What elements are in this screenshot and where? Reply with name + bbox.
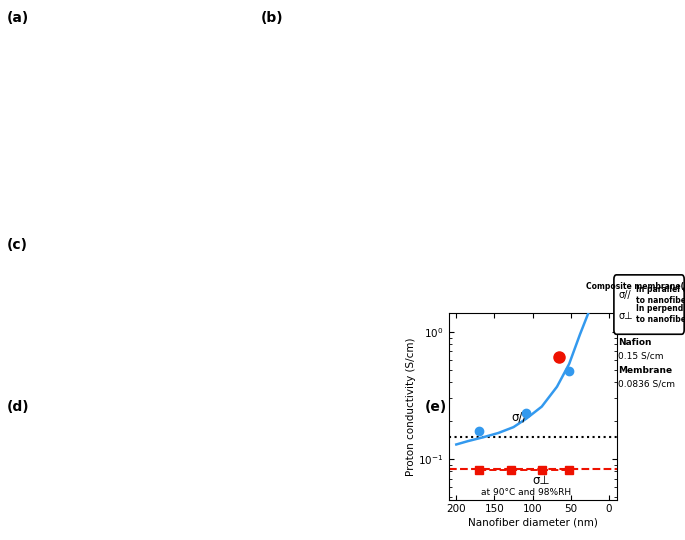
Text: σ⊥: σ⊥	[533, 474, 550, 487]
Text: Composite membrane(90:10): Composite membrane(90:10)	[586, 282, 685, 291]
Text: (b): (b)	[260, 11, 283, 25]
Text: 0.15 S/cm: 0.15 S/cm	[619, 352, 664, 360]
Text: σ⊥: σ⊥	[619, 311, 633, 321]
Text: at 90°C and 98%RH: at 90°C and 98%RH	[482, 489, 571, 497]
Text: σ//: σ//	[619, 291, 631, 300]
Text: Nafion: Nafion	[619, 339, 652, 347]
Text: (d): (d)	[7, 400, 29, 414]
Text: to nanofiber.: to nanofiber.	[636, 315, 685, 324]
Text: In parallel direction: In parallel direction	[636, 286, 685, 294]
Text: to nanofiber.: to nanofiber.	[636, 296, 685, 305]
X-axis label: Nanofiber diameter (nm): Nanofiber diameter (nm)	[468, 517, 597, 527]
Text: (e): (e)	[425, 400, 447, 414]
Text: (a): (a)	[7, 11, 29, 25]
Text: In perpendicular direction: In perpendicular direction	[636, 305, 685, 313]
FancyBboxPatch shape	[614, 275, 684, 334]
Text: (c): (c)	[7, 238, 28, 252]
Text: σ//: σ//	[511, 410, 527, 423]
Y-axis label: Proton conductivity (S/cm): Proton conductivity (S/cm)	[406, 337, 416, 476]
Text: 0.0836 S/cm: 0.0836 S/cm	[619, 380, 675, 388]
Text: Membrane: Membrane	[619, 367, 673, 375]
